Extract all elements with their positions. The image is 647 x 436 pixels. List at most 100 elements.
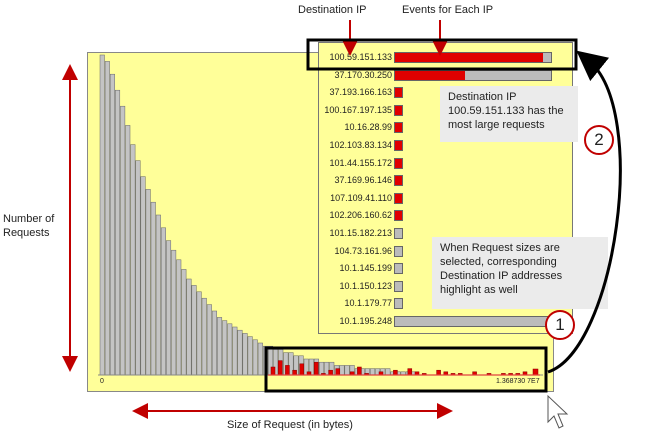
selected-bar (407, 368, 413, 376)
histogram-bar (262, 345, 268, 376)
histogram-bar (171, 249, 177, 376)
selected-bar (357, 366, 362, 376)
histogram-bar (222, 320, 228, 376)
histogram-bar (140, 176, 146, 376)
ip-row[interactable]: 10.1.150.123 (319, 278, 574, 296)
ip-address: 10.1.150.123 (339, 280, 392, 291)
ip-row[interactable]: 101.15.182.213 (319, 225, 574, 243)
event-bar[interactable] (394, 192, 403, 204)
event-bar-fill (395, 176, 402, 186)
event-bar-fill (395, 141, 402, 150)
ip-address: 10.1.145.199 (339, 263, 392, 274)
histogram-bar (150, 201, 156, 376)
ip-row[interactable]: 101.44.155.172 (319, 155, 574, 173)
histogram-bar (232, 326, 238, 376)
event-bar[interactable] (394, 316, 552, 327)
histogram-bar (196, 291, 202, 376)
histogram-bar (115, 89, 121, 376)
ip-address: 104.73.161.96 (334, 245, 392, 256)
step-one-circle: 1 (545, 310, 575, 340)
selected-bar (270, 366, 276, 376)
ip-row[interactable]: 102.103.83.134 (319, 137, 574, 155)
histogram-bar (252, 339, 258, 376)
selected-bar (313, 361, 319, 376)
selected-bar (328, 369, 333, 376)
ip-address: 101.15.182.213 (329, 228, 392, 238)
event-bar[interactable] (394, 157, 403, 169)
histogram-bar (324, 361, 330, 376)
event-bar-fill (395, 158, 402, 168)
histogram-bar (211, 310, 217, 376)
destination-ip-label: Destination IP (298, 4, 367, 16)
event-bar[interactable] (394, 175, 403, 187)
histogram-bar (247, 336, 253, 376)
note-most-large-requests: Destination IP 100.59.151.133 has the mo… (440, 86, 578, 142)
ip-row[interactable]: 10.1.195.248 (319, 313, 574, 331)
event-bar[interactable] (394, 52, 552, 63)
histogram-bar (130, 144, 136, 376)
event-bar[interactable] (394, 69, 552, 81)
ip-address: 102.206.160.62 (329, 210, 392, 221)
selected-bar (285, 365, 290, 376)
ip-row[interactable]: 10.16.28.99 (319, 119, 574, 137)
ip-row[interactable]: 100.167.197.135 (319, 102, 574, 120)
histogram-bar (227, 323, 233, 376)
ip-row[interactable]: 37.169.96.146 (319, 172, 574, 190)
histogram-bar (181, 269, 187, 376)
ip-address: 107.109.41.110 (330, 192, 392, 203)
ip-row[interactable]: 104.73.161.96 (319, 243, 574, 261)
histogram-bar (135, 160, 141, 376)
ip-row[interactable]: 107.109.41.110 (319, 190, 574, 208)
ip-address: 37.169.96.146 (334, 175, 392, 186)
event-bar[interactable] (394, 245, 403, 257)
number-of-requests-line2: Requests (3, 227, 50, 239)
event-bar[interactable] (394, 228, 403, 239)
histogram-bar (385, 368, 391, 376)
histogram-bar (319, 361, 325, 376)
histogram-bar (104, 61, 110, 376)
event-bar[interactable] (394, 263, 403, 275)
ip-row[interactable]: 10.1.145.199 (319, 260, 574, 278)
event-bar[interactable] (394, 280, 403, 292)
events-per-ip-label: Events for Each IP (402, 4, 494, 16)
selected-bar (335, 368, 341, 376)
ip-row[interactable]: 37.170.30.250 (319, 67, 574, 85)
ip-address: 37.193.166.163 (329, 87, 392, 98)
note-selection-highlight: When Request sizes are selected, corresp… (432, 237, 608, 309)
selected-bar (532, 368, 539, 376)
histogram-bar (217, 317, 223, 376)
mouse-cursor-icon (547, 394, 569, 429)
ip-row[interactable]: 100.59.151.133 (319, 49, 574, 67)
ip-address: 101.44.155.172 (329, 157, 392, 168)
event-bar[interactable] (394, 140, 403, 151)
histogram-bar (339, 365, 345, 376)
event-bar[interactable] (394, 122, 403, 134)
event-bar[interactable] (394, 87, 403, 99)
histogram-bar (99, 54, 105, 376)
ip-address: 10.1.195.248 (339, 316, 392, 326)
histogram-bar (176, 259, 182, 376)
event-bar-fill (395, 53, 544, 62)
event-bar-fill (395, 88, 402, 98)
event-bar[interactable] (394, 104, 403, 116)
event-bar[interactable] (394, 210, 403, 222)
ip-row[interactable]: 10.1.179.77 (319, 295, 574, 313)
histogram-bar (109, 73, 115, 376)
ip-address: 102.103.83.134 (329, 140, 392, 150)
ip-row[interactable]: 37.193.166.163 (319, 84, 574, 102)
ip-address: 10.16.28.99 (344, 122, 392, 133)
histogram-bar (206, 304, 212, 376)
histogram-bar (370, 368, 376, 376)
axis-min-label: 0 (100, 378, 104, 385)
selected-bar (436, 369, 441, 376)
event-bar[interactable] (394, 298, 403, 310)
histogram-bar (125, 125, 131, 376)
step-two-circle: 2 (584, 125, 614, 155)
number-of-requests-line1: Number of (3, 213, 55, 225)
histogram-bar (237, 329, 243, 376)
ip-address: 10.1.179.77 (344, 298, 392, 309)
histogram-bar (242, 333, 248, 376)
histogram-bar (344, 365, 350, 376)
histogram-bar (166, 240, 172, 376)
ip-row[interactable]: 102.206.160.62 (319, 207, 574, 225)
